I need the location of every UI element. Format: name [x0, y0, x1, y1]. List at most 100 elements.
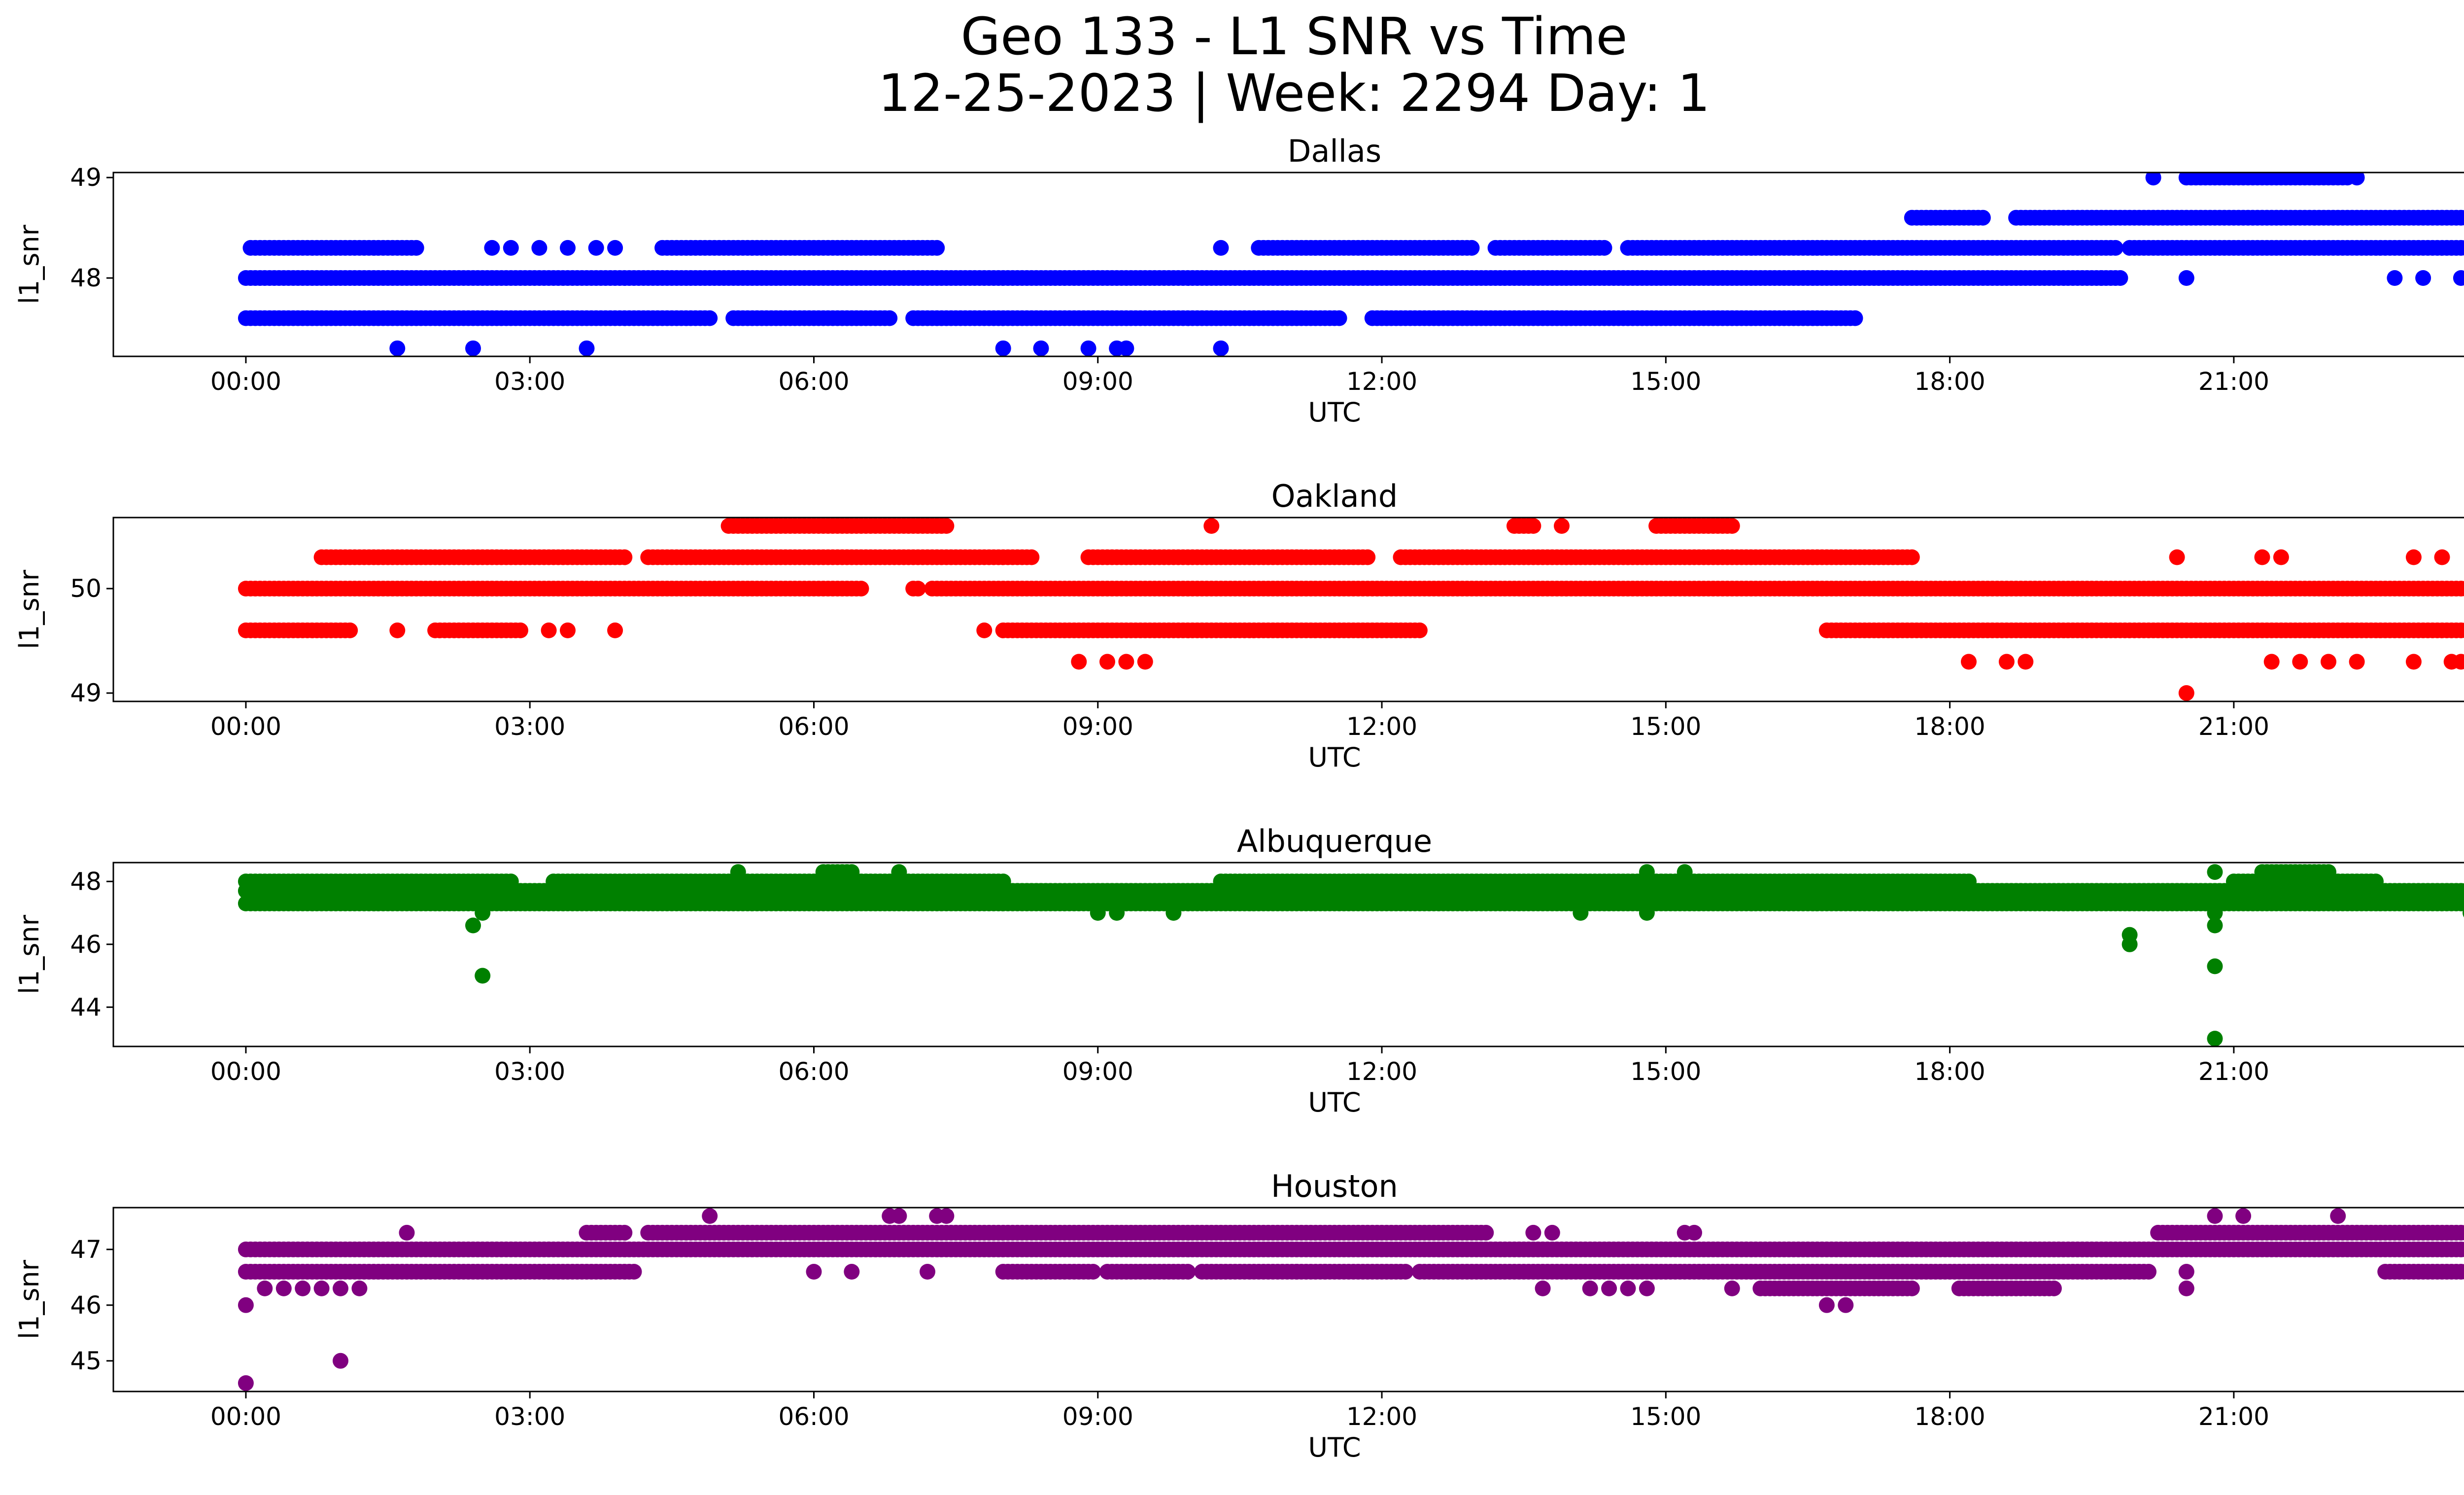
data-point [2321, 864, 2336, 880]
data-point [1998, 654, 2015, 670]
x-axis-label: UTC [1308, 1087, 1361, 1118]
data-point [1724, 518, 1740, 534]
data-point [1099, 654, 1115, 670]
data-point [1904, 549, 1920, 565]
data-point [1033, 340, 1049, 356]
y-axis-label: l1_snr [14, 914, 45, 994]
x-tick-label: 09:00 [1062, 367, 1133, 396]
data-point [2321, 654, 2336, 670]
data-point [2387, 270, 2403, 286]
data-point [475, 905, 491, 921]
data-point [2415, 270, 2431, 286]
data-point [560, 622, 576, 638]
x-tick-label: 03:00 [494, 712, 565, 741]
data-point [1090, 905, 1106, 921]
data-point [2349, 173, 2365, 186]
data-point [1554, 518, 1570, 534]
data-point [2463, 213, 2464, 222]
x-axis-label: UTC [1308, 742, 1361, 773]
y-tick-label: 44 [70, 993, 102, 1021]
data-point [1904, 1280, 1920, 1296]
data-point [2458, 1242, 2464, 1257]
data-point [844, 864, 860, 880]
data-point [616, 549, 633, 565]
data-points [238, 864, 2464, 1046]
y-axis-label: l1_snr [14, 569, 45, 649]
data-point [1071, 654, 1087, 670]
x-tick-label: 21:00 [2198, 712, 2269, 741]
data-point [475, 968, 491, 984]
data-point [238, 1297, 254, 1313]
data-point [891, 864, 907, 880]
data-point [995, 340, 1011, 356]
data-point [2349, 654, 2365, 670]
data-point [1961, 873, 1977, 890]
data-point [2453, 270, 2464, 286]
data-point [342, 622, 358, 638]
data-point [560, 240, 576, 256]
data-point [995, 873, 1011, 890]
y-tick-label: 46 [70, 930, 102, 959]
data-point [1118, 340, 1134, 356]
figure-title-line-1: Geo 133 - L1 SNR vs Time [960, 6, 1627, 67]
data-point [1596, 240, 1612, 256]
panel-title: Dallas [1288, 133, 1381, 169]
panel-title: Albuquerque [1237, 823, 1432, 859]
data-point [702, 310, 718, 326]
data-point [1398, 1264, 1414, 1280]
data-point [1525, 518, 1541, 534]
data-point [1677, 864, 1693, 880]
data-point [1213, 340, 1229, 356]
data-point [1331, 310, 1347, 326]
data-point [503, 873, 519, 890]
data-point [2458, 896, 2464, 911]
data-point [1213, 240, 1229, 256]
data-point [1639, 864, 1655, 880]
data-point [2169, 549, 2185, 565]
x-tick-label: 00:00 [210, 1057, 281, 1086]
data-point [2405, 549, 2422, 565]
data-points [238, 1208, 2464, 1391]
data-point [910, 581, 926, 597]
y-tick-label: 49 [70, 163, 102, 192]
data-point [607, 622, 623, 638]
data-point [257, 1280, 273, 1296]
x-tick-label: 06:00 [778, 712, 849, 741]
data-point [2263, 654, 2280, 670]
data-point [2093, 270, 2109, 286]
x-tick-label: 09:00 [1062, 712, 1133, 741]
data-point [976, 622, 992, 638]
x-tick-label: 21:00 [2198, 1057, 2269, 1086]
x-tick-label: 18:00 [1915, 712, 1985, 741]
data-point [2141, 1264, 2156, 1280]
data-point [2463, 899, 2464, 908]
data-point [2458, 581, 2464, 596]
data-point [2178, 270, 2194, 286]
data-point [1639, 905, 1655, 921]
data-point [1360, 549, 1376, 565]
x-tick-label: 21:00 [2198, 367, 2269, 396]
data-point [408, 240, 424, 256]
data-point [1137, 654, 1153, 670]
data-point [389, 340, 406, 356]
data-point [2463, 584, 2464, 593]
panel-title: Oakland [1271, 478, 1398, 514]
x-tick-label: 18:00 [1915, 1057, 1985, 1086]
x-tick-label: 15:00 [1630, 1057, 1701, 1086]
data-point [2458, 240, 2464, 256]
data-point [1411, 622, 1428, 638]
y-axis-label: l1_snr [14, 224, 45, 304]
data-point [2292, 654, 2308, 670]
data-point [1478, 1224, 1494, 1241]
data-point [2463, 1228, 2464, 1238]
data-point [626, 1264, 642, 1280]
data-point [2458, 623, 2464, 638]
data-point [465, 340, 481, 356]
data-point [2018, 654, 2034, 670]
x-tick-label: 00:00 [210, 712, 281, 741]
axes-frame [112, 862, 2464, 1047]
